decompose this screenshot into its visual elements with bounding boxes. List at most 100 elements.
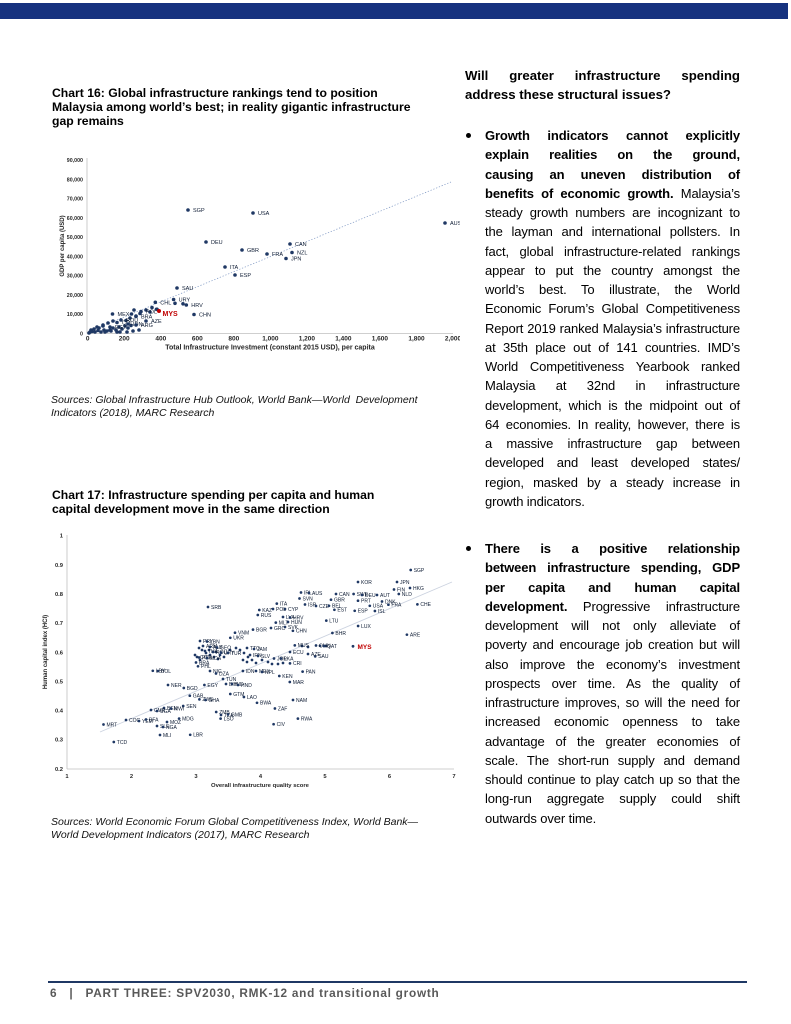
svg-text:30,000: 30,000 (67, 274, 83, 280)
svg-text:GDP per capita (USD): GDP per capita (USD) (60, 215, 66, 276)
svg-text:URY: URY (179, 298, 191, 304)
svg-text:AUS: AUS (450, 221, 460, 227)
svg-text:GBR: GBR (334, 598, 345, 604)
svg-text:AUT: AUT (380, 593, 390, 599)
svg-text:VNM: VNM (238, 631, 249, 637)
svg-text:JPN: JPN (291, 257, 301, 263)
svg-text:50,000: 50,000 (67, 235, 83, 241)
svg-text:LUX: LUX (361, 624, 371, 630)
svg-text:1: 1 (60, 534, 64, 540)
svg-text:CZE: CZE (319, 604, 330, 610)
svg-text:1,600: 1,600 (372, 336, 389, 343)
svg-text:LSO: LSO (224, 716, 234, 722)
svg-text:KEN: KEN (282, 674, 293, 680)
svg-text:PHL: PHL (201, 664, 211, 670)
svg-text:LBN: LBN (210, 639, 220, 645)
svg-text:0.8: 0.8 (55, 592, 64, 598)
svg-text:400: 400 (155, 336, 166, 343)
svg-text:NGA: NGA (166, 725, 178, 731)
svg-text:COL: COL (200, 655, 211, 661)
svg-text:NPL: NPL (265, 670, 275, 676)
svg-text:NIC: NIC (213, 669, 222, 675)
svg-text:URY: URY (224, 650, 235, 656)
svg-text:AZE: AZE (151, 319, 162, 325)
svg-text:NAM: NAM (296, 698, 307, 704)
svg-text:SLE: SLE (160, 724, 170, 730)
svg-text:0.4: 0.4 (55, 709, 64, 715)
svg-text:BFA: BFA (149, 717, 159, 723)
svg-text:3: 3 (194, 774, 198, 780)
svg-text:DEU: DEU (365, 593, 376, 599)
svg-text:LAO: LAO (247, 695, 257, 701)
svg-text:SVK: SVK (288, 625, 299, 631)
svg-text:MAR: MAR (293, 680, 305, 686)
svg-text:0.5: 0.5 (55, 679, 64, 685)
svg-text:SGP: SGP (414, 568, 425, 574)
svg-text:GBR: GBR (247, 248, 259, 254)
svg-text:ISR: ISR (308, 602, 317, 608)
svg-text:BEL: BEL (332, 604, 342, 610)
svg-text:BGD: BGD (187, 686, 198, 692)
svg-text:0.3: 0.3 (55, 738, 64, 744)
svg-text:UGA: UGA (160, 709, 172, 715)
svg-text:NER: NER (171, 683, 182, 689)
svg-text:2,000: 2,000 (445, 336, 460, 343)
svg-text:ARE: ARE (410, 633, 421, 639)
svg-text:1,200: 1,200 (299, 336, 316, 343)
svg-text:5: 5 (323, 774, 327, 780)
svg-text:GTM: GTM (233, 692, 244, 698)
svg-text:SLV: SLV (261, 654, 271, 660)
svg-text:CHN: CHN (199, 313, 211, 319)
svg-text:MDA: MDA (210, 656, 222, 662)
svg-text:BHR: BHR (335, 631, 346, 637)
svg-text:ITA: ITA (230, 265, 238, 271)
svg-text:ITA: ITA (280, 601, 288, 607)
svg-text:PAN: PAN (306, 669, 316, 675)
svg-text:BRA: BRA (199, 660, 210, 666)
svg-text:SGP: SGP (193, 208, 205, 214)
svg-text:TZA: TZA (224, 713, 234, 719)
svg-text:EGY: EGY (207, 683, 218, 689)
svg-text:AUS: AUS (312, 591, 323, 597)
svg-text:LBY: LBY (156, 669, 166, 675)
svg-text:SAU: SAU (182, 286, 193, 292)
svg-text:POL: POL (276, 607, 286, 613)
svg-text:CIV: CIV (277, 722, 286, 728)
svg-text:LBR: LBR (193, 733, 203, 739)
svg-text:USA: USA (373, 604, 384, 610)
svg-text:GHA: GHA (209, 698, 221, 704)
svg-text:Human capital index (HCI): Human capital index (HCI) (43, 615, 49, 689)
svg-text:0.2: 0.2 (55, 767, 63, 773)
svg-text:ROU: ROU (126, 318, 138, 324)
svg-text:MEX: MEX (118, 312, 130, 318)
svg-text:POL: POL (146, 310, 157, 316)
svg-text:40,000: 40,000 (67, 254, 83, 260)
svg-text:EST: EST (337, 608, 347, 614)
svg-text:TCD: TCD (117, 740, 128, 746)
svg-text:SAU: SAU (318, 654, 329, 660)
svg-text:JOR: JOR (277, 656, 287, 662)
svg-text:0: 0 (86, 336, 90, 343)
svg-text:0.9: 0.9 (55, 563, 64, 569)
svg-text:DNK: DNK (385, 599, 396, 605)
svg-text:JAM: JAM (257, 647, 267, 653)
svg-text:MLT: MLT (279, 620, 289, 626)
svg-text:NLD: NLD (402, 592, 412, 598)
svg-text:BOL: BOL (161, 669, 171, 675)
svg-text:6: 6 (388, 774, 392, 780)
svg-text:HRV: HRV (191, 303, 203, 309)
svg-text:HKG: HKG (413, 586, 424, 592)
svg-text:60,000: 60,000 (67, 216, 83, 222)
svg-text:ZMB: ZMB (219, 710, 230, 716)
svg-text:MLI: MLI (163, 733, 171, 739)
svg-text:2: 2 (130, 774, 133, 780)
svg-text:ARG: ARG (141, 323, 153, 329)
svg-text:FRA: FRA (272, 252, 283, 258)
svg-text:GMB: GMB (231, 712, 243, 718)
svg-text:90,000: 90,000 (67, 158, 83, 164)
svg-text:BIH: BIH (229, 682, 238, 688)
svg-text:RUS: RUS (261, 613, 272, 619)
svg-text:PRY: PRY (203, 639, 214, 645)
svg-text:200: 200 (119, 336, 130, 343)
svg-text:1,000: 1,000 (262, 336, 279, 343)
